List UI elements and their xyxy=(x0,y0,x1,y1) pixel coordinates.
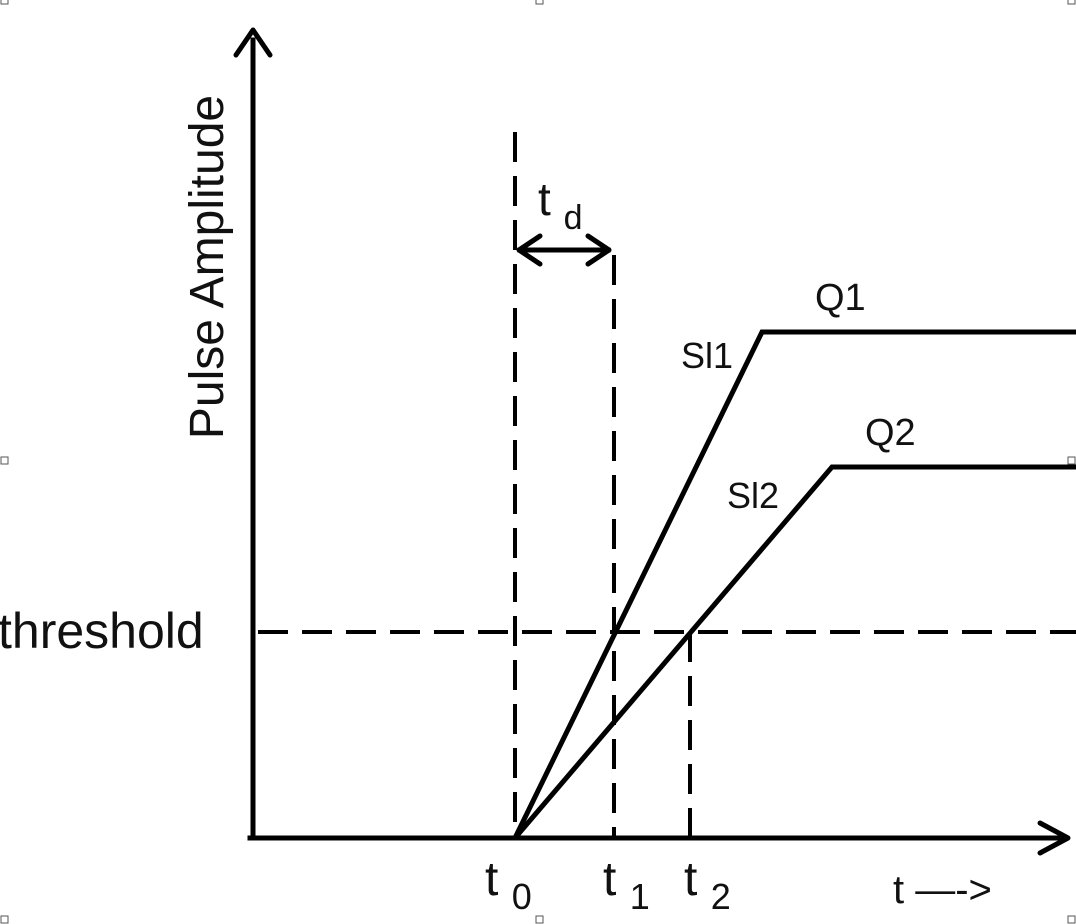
pulse-q2-trace xyxy=(513,464,1076,840)
q2-label: Q2 xyxy=(865,412,916,454)
x-axis-label: t —-> xyxy=(893,868,992,912)
y-axis-arrowhead xyxy=(233,27,273,58)
pulse-q1-trace xyxy=(512,329,1076,840)
t2-label-main: t xyxy=(684,853,697,906)
t2-label: t 2 xyxy=(684,853,731,917)
x-axis-arrowhead xyxy=(1037,820,1071,856)
sl2-label: Sl2 xyxy=(727,475,779,516)
t1-label-main: t xyxy=(603,853,616,906)
t0-label-main: t xyxy=(485,853,498,906)
t1-label: t 1 xyxy=(603,853,650,917)
t0-label-sub: 0 xyxy=(512,876,532,917)
t1-label-sub: 1 xyxy=(630,876,650,917)
q1-label: Q1 xyxy=(815,277,866,319)
threshold-label: threshold xyxy=(0,603,204,659)
y-axis-label: Pulse Amplitude xyxy=(181,95,234,439)
t0-label: t 0 xyxy=(485,853,532,917)
delay-label-main: t xyxy=(538,173,551,225)
delay-arrow xyxy=(516,233,612,267)
delay-label: t d xyxy=(538,173,582,237)
t2-label-sub: 2 xyxy=(711,876,731,917)
sl1-label: Sl1 xyxy=(681,335,733,376)
delay-label-sub: d xyxy=(564,199,583,237)
